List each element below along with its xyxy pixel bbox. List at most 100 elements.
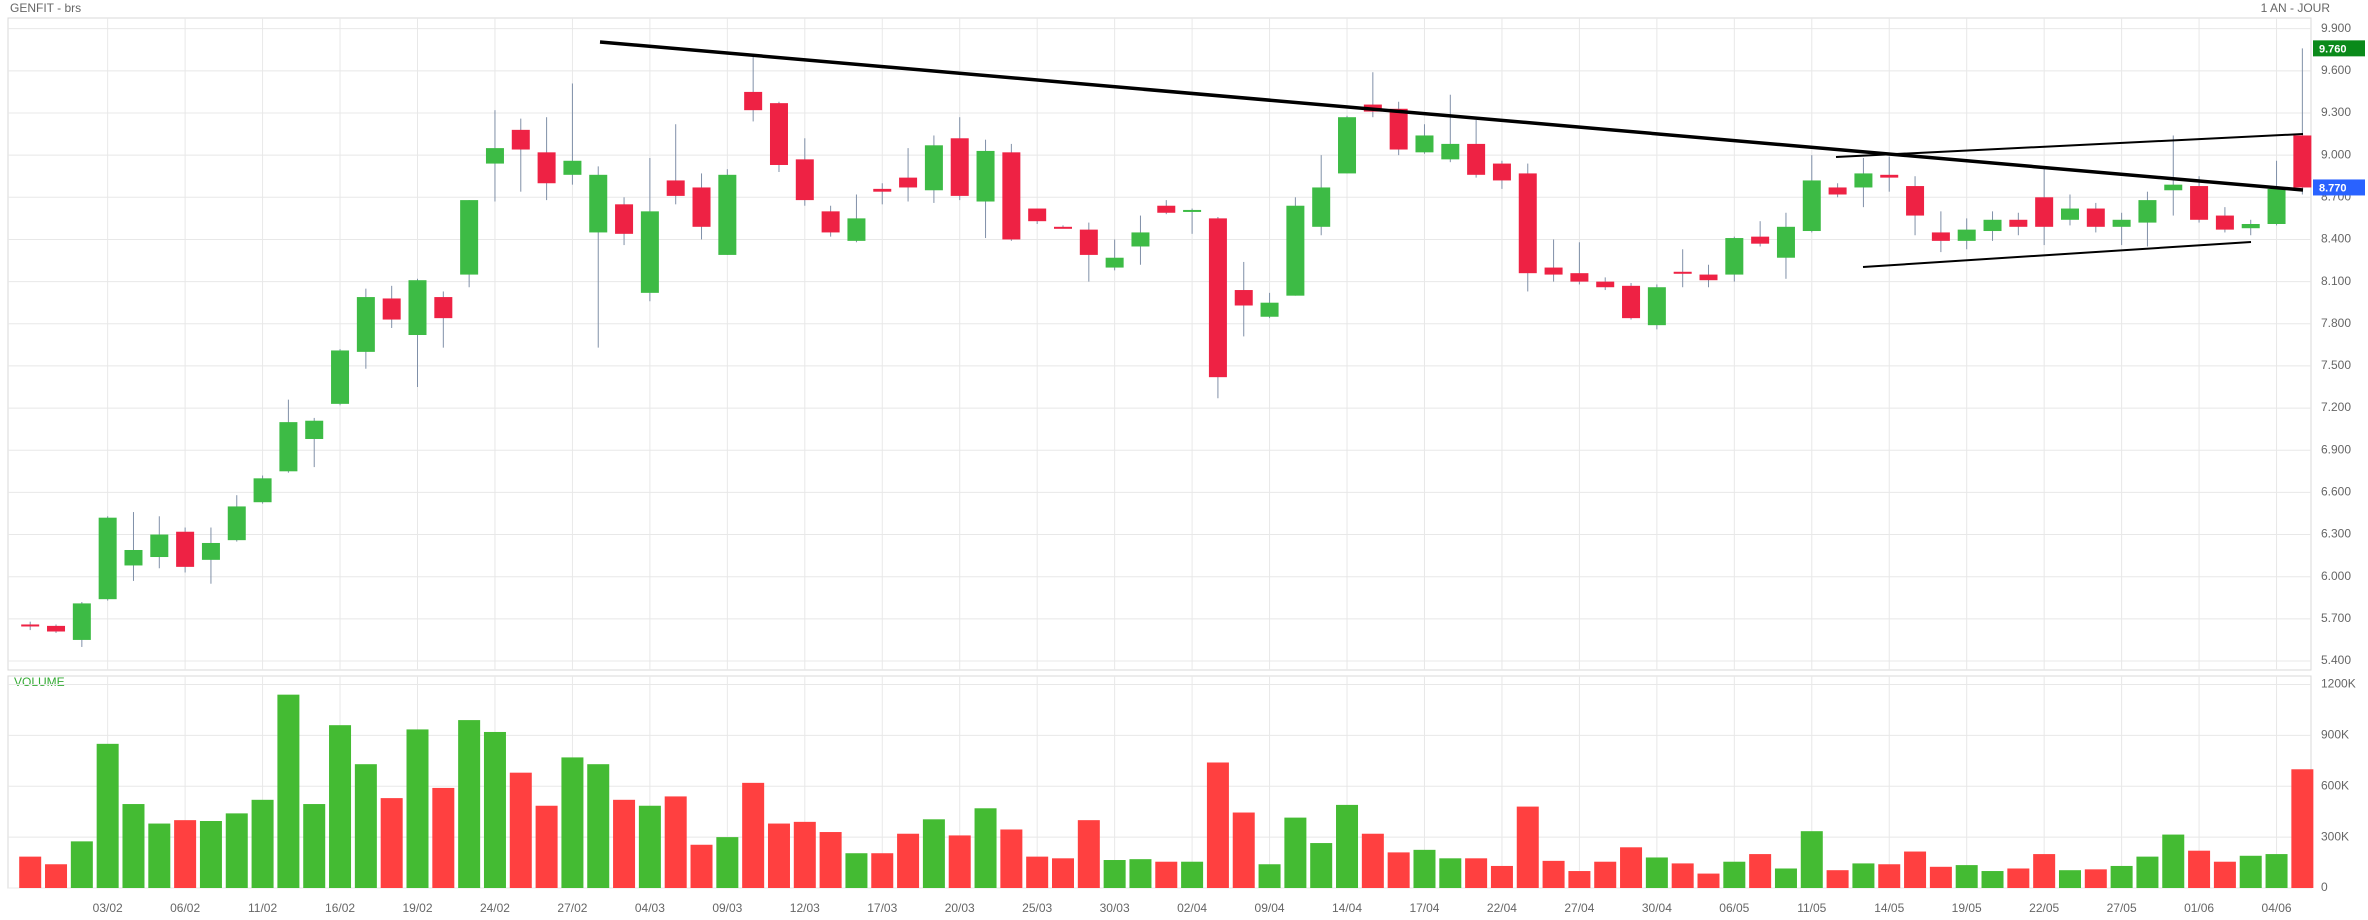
candle-body — [2112, 219, 2131, 227]
candle-body — [305, 420, 324, 439]
candle-body — [2241, 223, 2260, 229]
x-tick-label: 11/02 — [248, 901, 277, 915]
candle-body — [1647, 287, 1666, 326]
volume-bar — [122, 804, 145, 888]
candle-body — [253, 478, 272, 503]
candle-body — [795, 159, 814, 201]
y-tick-label: 9.000 — [2321, 147, 2351, 161]
volume-bar — [948, 835, 971, 888]
candle-body — [1105, 257, 1124, 268]
volume-bar — [1387, 852, 1410, 888]
y-tick-label: 7.200 — [2321, 400, 2351, 414]
x-tick-label: 19/02 — [402, 901, 432, 915]
candle-body — [1622, 285, 1641, 319]
y-tick-label: 6.300 — [2321, 527, 2351, 541]
y-tick-label: 8.100 — [2321, 274, 2351, 288]
volume-bar — [716, 837, 739, 888]
volume-bar — [2058, 870, 2081, 888]
volume-bar — [1129, 859, 1152, 888]
candle-body — [1725, 238, 1744, 275]
volume-bar — [767, 823, 790, 888]
volume-bar — [354, 764, 377, 888]
candle-body — [1157, 205, 1176, 213]
volume-bar — [1904, 851, 1927, 888]
candle-body — [615, 204, 634, 234]
candle-body — [950, 138, 969, 196]
y-tick-label: 300K — [2321, 829, 2349, 843]
y-tick-label: 6.000 — [2321, 569, 2351, 583]
candle-body — [769, 103, 788, 165]
volume-bar — [1336, 804, 1359, 888]
volume-bar — [432, 787, 455, 888]
volume-bar — [897, 833, 920, 888]
candle-body — [1570, 273, 1589, 282]
volume-bar — [2265, 854, 2288, 888]
candle-body — [1467, 143, 1486, 175]
volume-bar — [845, 853, 868, 888]
volume-bar — [1826, 870, 1849, 888]
x-tick-label: 17/04 — [1409, 901, 1439, 915]
volume-bar — [2239, 855, 2262, 888]
volume-bar — [1568, 871, 1591, 888]
volume-bar — [535, 805, 558, 888]
candle-body — [2164, 184, 2183, 191]
volume-bar — [1723, 861, 1746, 888]
y-tick-label: 9.300 — [2321, 105, 2351, 119]
volume-bar — [199, 821, 222, 888]
x-tick-label: 04/06 — [2262, 901, 2292, 915]
volume-bar — [96, 743, 119, 888]
x-tick-label: 14/04 — [1332, 901, 1362, 915]
candle-body — [1906, 186, 1925, 216]
volume-bar — [638, 805, 661, 888]
x-tick-label: 06/02 — [170, 901, 200, 915]
volume-bar — [587, 764, 610, 888]
x-tick-label: 17/03 — [867, 901, 897, 915]
price-panel — [7, 17, 2312, 671]
candle-body — [1312, 187, 1331, 227]
candle-body — [924, 145, 943, 191]
candle-body — [511, 129, 530, 150]
candle-body — [1234, 290, 1253, 306]
candle-body — [1389, 108, 1408, 150]
y-tick-label: 6.600 — [2321, 485, 2351, 499]
volume-bar — [1774, 868, 1797, 888]
x-tick-label: 27/02 — [557, 901, 587, 915]
volume-bar — [2033, 854, 2056, 888]
price-tag — [2313, 179, 2365, 196]
volume-bar — [2007, 868, 2030, 888]
candle-body — [1802, 180, 1821, 232]
x-tick-label: 02/04 — [1177, 901, 1207, 915]
volume-bar — [2162, 834, 2185, 888]
candle-body — [2138, 200, 2157, 223]
x-tick-label: 27/05 — [2107, 901, 2137, 915]
volume-bar — [1026, 856, 1049, 888]
candle-body — [434, 297, 453, 319]
candle-body — [2190, 186, 2209, 220]
volume-bar — [1310, 843, 1333, 888]
candle-body — [408, 280, 427, 336]
volume-bar — [174, 820, 197, 888]
x-tick-label: 14/05 — [1874, 901, 1904, 915]
y-tick-label: 0 — [2321, 880, 2328, 894]
volume-bar — [1671, 863, 1694, 888]
candle-body — [640, 211, 659, 293]
volume-bar — [1516, 806, 1539, 888]
candle-body — [1131, 232, 1150, 247]
candle-body — [1596, 281, 1615, 288]
candle-body — [1286, 205, 1305, 296]
candle-body — [589, 174, 608, 233]
candle-body — [1776, 226, 1795, 258]
y-tick-label: 5.400 — [2321, 653, 2351, 667]
candle-body — [2035, 197, 2054, 227]
volume-bar — [819, 832, 842, 888]
candle-body — [1828, 187, 1847, 195]
volume-bar — [329, 725, 352, 888]
volume-bar — [2291, 769, 2314, 888]
candle-body — [21, 624, 40, 627]
trend-line — [599, 40, 2304, 192]
price-tag-label: 8.770 — [2319, 182, 2347, 194]
y-tick-label: 9.900 — [2321, 21, 2351, 35]
volume-bar — [690, 844, 713, 888]
volume-bar — [19, 856, 42, 888]
candle-body — [666, 180, 685, 196]
